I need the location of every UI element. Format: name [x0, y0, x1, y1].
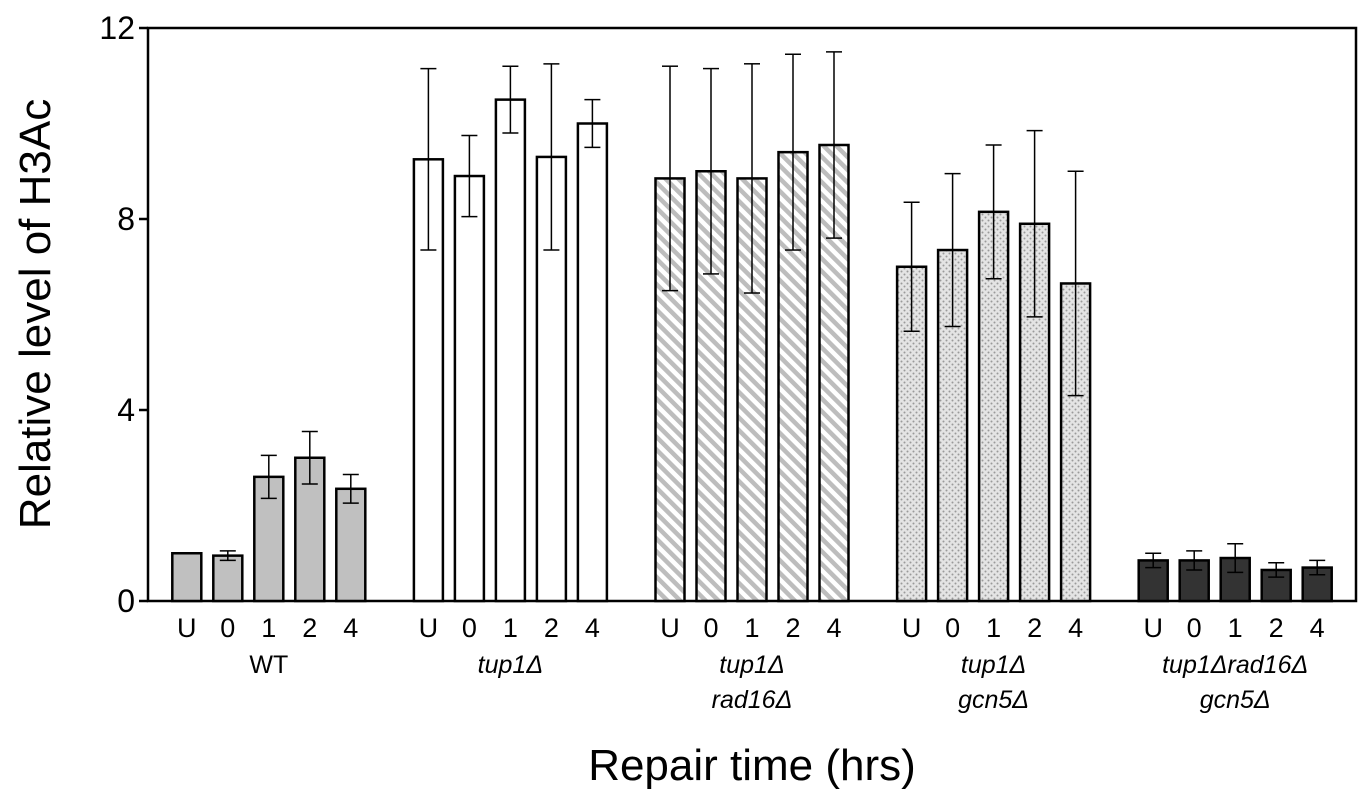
group-label: tup1Δ: [961, 651, 1026, 679]
category-tick-label: U: [902, 613, 922, 643]
category-tick-label: 0: [703, 613, 718, 643]
bar: [818, 143, 850, 603]
category-tick-label: 1: [744, 613, 759, 643]
category-tick-label: 4: [826, 613, 841, 643]
y-tick-label: 8: [117, 201, 135, 237]
category-tick-label: 1: [503, 613, 518, 643]
category-tick-label: U: [177, 613, 197, 643]
group-label: gcn5Δ: [1200, 686, 1271, 714]
bar: [1219, 556, 1251, 603]
group-label: rad16Δ: [712, 686, 793, 714]
category-tick-label: U: [1143, 613, 1163, 643]
x-axis-title: Repair time (hrs): [588, 741, 916, 790]
category-tick-label: 0: [220, 613, 235, 643]
category-tick-label: 1: [986, 613, 1001, 643]
bar: [212, 554, 244, 603]
category-tick-label: U: [419, 613, 439, 643]
bar: [494, 98, 527, 603]
y-tick-label: 12: [99, 10, 135, 46]
category-tick-label: U: [660, 613, 680, 643]
category-tick-label: 1: [1228, 613, 1243, 643]
bar: [335, 487, 367, 603]
category-tick-label: 0: [1187, 613, 1202, 643]
category-tick-label: 0: [945, 613, 960, 643]
category-tick-label: 2: [302, 613, 317, 643]
y-axis: 0 4 8 12: [99, 10, 148, 619]
bars-layer: [171, 51, 1333, 603]
group-label: tup1Δ: [719, 651, 784, 679]
category-tick-label: 4: [1310, 613, 1325, 643]
category-tick-label: 4: [343, 613, 358, 643]
group-label: WT: [249, 651, 288, 679]
bar: [171, 552, 203, 603]
bar: [453, 174, 486, 603]
category-tick-label: 2: [1269, 613, 1284, 643]
group-label: tup1Δ: [478, 651, 543, 679]
category-tick-label: 4: [585, 613, 600, 643]
category-tick-label: 0: [462, 613, 477, 643]
category-tick-label: 4: [1068, 613, 1083, 643]
group-label: gcn5Δ: [958, 686, 1029, 714]
category-tick-label: 2: [544, 613, 559, 643]
y-tick-label: 0: [117, 583, 135, 619]
category-tick-label: 2: [1027, 613, 1042, 643]
group-label: tup1Δrad16Δ: [1162, 651, 1308, 679]
category-tick-label: 1: [261, 613, 276, 643]
y-tick-label: 4: [117, 392, 135, 428]
category-tick-label: 2: [785, 613, 800, 643]
y-axis-title: Relative level of H3Ac: [11, 99, 60, 529]
bar: [576, 122, 609, 603]
